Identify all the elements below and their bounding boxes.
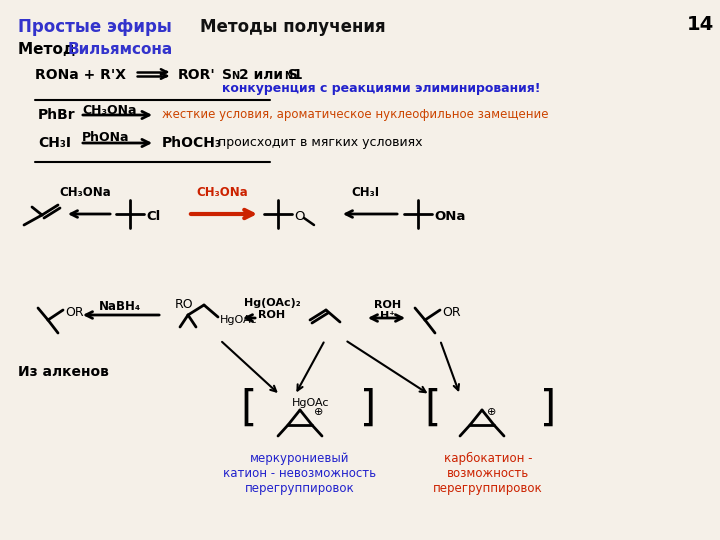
Text: жесткие условия, ароматическое нуклеофильное замещение: жесткие условия, ароматическое нуклеофил… (162, 108, 549, 121)
Text: CH₃ONa: CH₃ONa (196, 186, 248, 199)
Text: PhOCH₃: PhOCH₃ (162, 136, 222, 150)
Text: OR: OR (65, 306, 84, 319)
Text: ROR': ROR' (178, 68, 216, 82)
Text: H⁺: H⁺ (380, 311, 395, 321)
Text: Из алкенов: Из алкенов (18, 365, 109, 379)
Text: происходит в мягких условиях: происходит в мягких условиях (218, 136, 423, 149)
Text: Hg(OAc)₂: Hg(OAc)₂ (243, 298, 300, 308)
Text: HgOAc: HgOAc (292, 398, 330, 408)
Text: меркурониевый
катион - невозможность
перегруппировок: меркурониевый катион - невозможность пер… (223, 452, 377, 495)
Text: CH₃ONa: CH₃ONa (82, 104, 137, 117)
Text: карбокатион -
возможность
перегруппировок: карбокатион - возможность перегруппирово… (433, 452, 543, 495)
Text: 14: 14 (686, 15, 714, 34)
Text: PhONa: PhONa (82, 131, 130, 144)
Text: Простые эфиры: Простые эфиры (18, 18, 172, 36)
Text: N: N (284, 71, 292, 81)
Text: ]: ] (360, 388, 376, 430)
Text: Cl: Cl (146, 210, 161, 222)
Text: CH₃I: CH₃I (38, 136, 71, 150)
Text: O: O (294, 210, 305, 222)
Text: Вильямсона: Вильямсона (68, 42, 174, 57)
Text: RO: RO (175, 298, 194, 311)
Text: ]: ] (540, 388, 556, 430)
Text: OR: OR (442, 306, 461, 319)
Text: PhBr: PhBr (38, 108, 76, 122)
Text: 1: 1 (292, 68, 302, 82)
Text: 2 или S: 2 или S (239, 68, 298, 82)
Text: N: N (231, 71, 239, 81)
Text: [: [ (240, 388, 256, 430)
Text: ROH: ROH (258, 310, 286, 320)
Text: ⊕: ⊕ (314, 407, 323, 417)
Text: Методы получения: Методы получения (200, 18, 386, 36)
Text: RONa + R'X: RONa + R'X (35, 68, 126, 82)
Text: CH₃ONa: CH₃ONa (59, 186, 111, 199)
Text: ⊕: ⊕ (487, 407, 496, 417)
Text: ONa: ONa (434, 210, 465, 222)
Text: Метод: Метод (18, 42, 81, 57)
Text: HgOAc: HgOAc (220, 315, 258, 325)
Text: NaBH₄: NaBH₄ (99, 300, 141, 313)
Text: CH₃I: CH₃I (351, 186, 379, 199)
Text: ROH: ROH (374, 300, 402, 310)
Text: конкуренция с реакциями элиминирования!: конкуренция с реакциями элиминирования! (222, 82, 541, 95)
Text: S: S (222, 68, 232, 82)
Text: [: [ (424, 388, 440, 430)
